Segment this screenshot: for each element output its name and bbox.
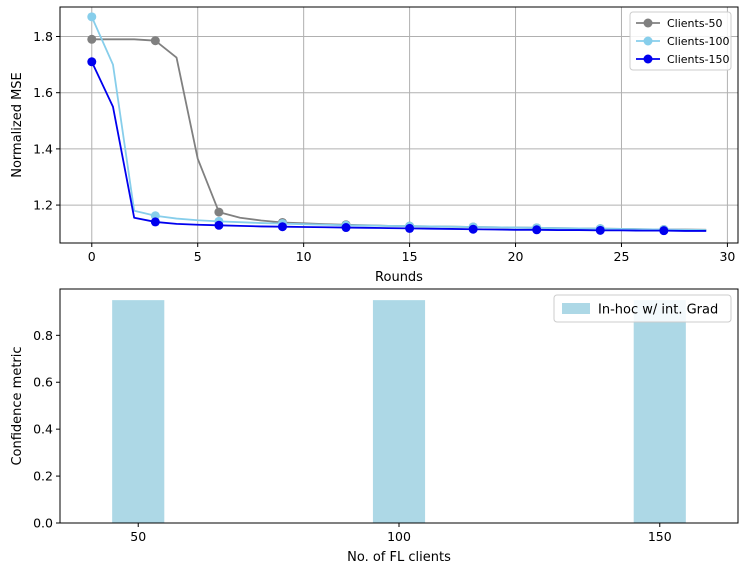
legend-label: Clients-50	[667, 17, 723, 30]
data-point	[341, 223, 351, 233]
bar	[372, 300, 426, 523]
legend: In-hoc w/ int. Grad	[553, 294, 732, 323]
legend-label: Clients-100	[667, 35, 730, 48]
data-point	[405, 223, 415, 233]
legend-marker	[643, 54, 653, 64]
series-line	[91, 38, 707, 231]
legend-label: In-hoc w/ int. Grad	[598, 303, 718, 318]
x-tick-label: 0	[88, 249, 96, 264]
y-tick-label: 1.4	[33, 141, 53, 156]
legend-swatch	[562, 303, 590, 314]
plot-frame	[59, 288, 739, 524]
legend-box	[629, 11, 732, 71]
y-tick-label: 0.0	[33, 516, 53, 531]
y-tick-label: 0.2	[33, 469, 53, 484]
y-tick-label: 1.8	[33, 29, 53, 44]
y-axis-label: Confidence metric	[10, 346, 25, 465]
data-point	[150, 211, 160, 221]
x-tick-label: 5	[194, 249, 202, 264]
bar	[633, 300, 686, 523]
bar-chart: 50 100 150 0.0 0.2 0.4 0.6 0.8 No. of FL clients…	[10, 288, 739, 565]
plot-frame	[59, 6, 739, 244]
x-tick-label: 15	[402, 249, 418, 264]
legend: Clients-50 Clients-100 Clients-150	[629, 11, 732, 71]
y-tick-label: 0.4	[33, 422, 53, 437]
x-tick-label: 100	[387, 529, 411, 544]
data-point	[532, 225, 542, 235]
x-tick-label: 10	[296, 249, 312, 264]
y-axis-label: Normalized MSE	[10, 72, 25, 178]
legend-marker	[643, 36, 653, 46]
x-tick-label: 25	[614, 249, 630, 264]
legend-marker	[643, 18, 653, 28]
legend-label: Clients-150	[667, 53, 730, 66]
data-point	[87, 57, 97, 67]
y-tick-label: 0.8	[33, 328, 53, 343]
y-tick-label: 0.6	[33, 375, 53, 390]
x-tick-label: 30	[719, 249, 735, 264]
series-line	[90, 16, 707, 231]
data-point	[150, 217, 160, 227]
x-tick-label: 20	[508, 249, 524, 264]
data-point	[150, 36, 160, 46]
line-chart: 0 5 10 15 20 25 30 1.2 1.4 1.6 1.8 Rounds Normalized…	[10, 6, 739, 285]
x-tick-label: 50	[130, 529, 146, 544]
data-point	[595, 225, 605, 235]
data-point	[87, 12, 97, 22]
data-point	[87, 34, 97, 44]
y-tick-label: 1.6	[33, 85, 53, 100]
x-tick-label: 150	[648, 529, 672, 544]
data-point	[277, 222, 287, 232]
x-axis-label: Rounds	[375, 270, 423, 285]
legend-box	[553, 294, 732, 323]
data-point	[214, 220, 224, 230]
data-point	[468, 224, 478, 234]
data-point	[214, 207, 224, 217]
bar	[112, 300, 165, 523]
y-tick-label: 1.2	[33, 198, 53, 213]
data-point	[659, 226, 669, 236]
x-axis-label: No. of FL clients	[347, 550, 451, 565]
